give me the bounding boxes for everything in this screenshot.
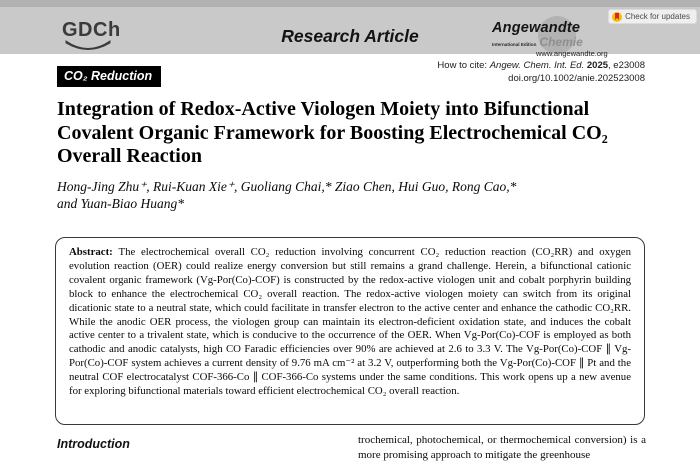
gdch-logo-arc	[65, 40, 111, 50]
citation-line: How to cite: Angew. Chem. Int. Ed. 2025,…	[437, 60, 645, 73]
paper-title: Integration of Redox-Active Viologen Moi…	[57, 98, 608, 167]
body-text-column-2: trochemical, photochemical, or thermoche…	[358, 433, 646, 462]
crossmark-icon	[612, 11, 623, 22]
abstract-box: Abstract: The electrochemical overall CO…	[55, 237, 645, 425]
citation-prefix: How to cite:	[437, 60, 490, 71]
citation-journal: Angew. Chem. Int. Ed.	[489, 60, 587, 71]
citation-article-number: , e23008	[608, 60, 645, 71]
body-text-line-1: trochemical, photochemical, or thermoche…	[358, 434, 627, 446]
angewandte-wordmark: Angewandte	[492, 20, 581, 36]
authors-block: Hong-Jing Zhu⁺, Rui-Kuan Xie⁺, Guoliang …	[57, 178, 637, 212]
authors-line-1: Hong-Jing Zhu⁺, Rui-Kuan Xie⁺, Guoliang …	[57, 179, 517, 194]
international-edition-label: International Edition	[492, 42, 537, 47]
angewandte-logo: Angewandte International Edition Chemie …	[492, 16, 648, 60]
doi-link[interactable]: doi.org/10.1002/anie.202523008	[508, 72, 645, 84]
citation-year: 2025	[586, 60, 609, 71]
abstract-label: Abstract:	[69, 246, 119, 258]
authors-line-2: and Yuan-Biao Huang*	[57, 196, 185, 211]
journal-url-link[interactable]: www.angewandte.org	[536, 49, 608, 58]
introduction-heading: Introduction	[57, 437, 130, 451]
check-for-updates-label: Check for updates	[625, 12, 690, 21]
angewandte-logo-circle	[538, 16, 576, 54]
gdch-logo-text: GDCh	[62, 19, 120, 41]
topic-badge: CO₂ Reduction	[57, 66, 162, 87]
chemie-wordmark: Chemie	[539, 35, 583, 49]
abstract-text: Abstract: The electrochemical overall CO…	[69, 246, 631, 399]
gdch-logo-icon: GDCh	[62, 19, 120, 50]
check-for-updates-button[interactable]: Check for updates	[608, 9, 697, 24]
journal-header-band: GDCh Research Article Angewandte Interna…	[0, 0, 700, 58]
article-type-label: Research Article	[281, 26, 419, 46]
abstract-body: The electrochemical overall CO₂ reductio…	[69, 246, 631, 398]
body-text-line-2: is a more promising approach to mitigate…	[358, 434, 646, 461]
how-to-cite-block: How to cite: Angew. Chem. Int. Ed. 2025,…	[437, 60, 645, 85]
